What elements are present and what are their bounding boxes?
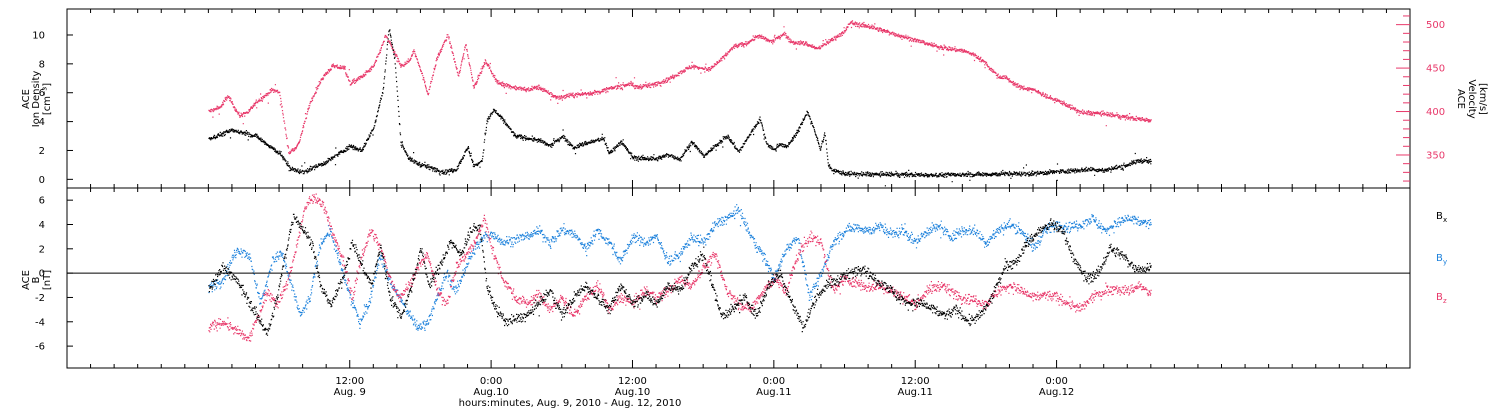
top-panel-time-ticks [66, 9, 1411, 188]
bottom-panel-time-ticks [66, 188, 1411, 368]
velocity-series [208, 20, 1152, 155]
velocity-axis-label-line3: [km/s] [1477, 83, 1488, 115]
x-tick-time-label: 12:00 [335, 376, 364, 387]
x-tick-date-label: Aug.12 [1039, 387, 1074, 398]
by-series [208, 204, 1152, 331]
density-velocity-panel: 0 2 4 6 8 10 350 400 450 500 ACE Ion Density [cm… [21, 8, 1488, 189]
density-axis-label-line3: [cm⁻³] [42, 83, 53, 115]
density-tick-label: 2 [39, 146, 45, 157]
x-tick-time-label: 0:00 [763, 376, 785, 387]
bz-series [208, 193, 1152, 342]
density-axis-label-line2: Ion Density [31, 71, 42, 128]
field-tick-label: -4 [35, 317, 45, 328]
bx-series [208, 213, 1152, 336]
field-tick-label: -2 [35, 293, 45, 304]
velocity-tick-label: 350 [1426, 150, 1445, 161]
velocity-axis-label-line1: ACE [1455, 89, 1466, 109]
velocity-axis-ticks: 350 400 450 500 [1396, 15, 1445, 182]
x-tick-time-label: 0:00 [1045, 376, 1067, 387]
bottom-panel-frame [66, 187, 1411, 369]
legend-label-bz: B [1436, 292, 1443, 303]
legend-label-by-subscript: y [1443, 258, 1447, 266]
density-tick-label: 0 [39, 175, 45, 186]
density-tick-label: 8 [39, 59, 45, 70]
legend-label-by: B [1436, 253, 1443, 264]
density-axis-ticks: 0 2 4 6 8 10 [32, 30, 73, 186]
top-panel-data [208, 20, 1152, 187]
field-tick-label: -6 [35, 342, 45, 353]
x-tick-time-label: 0:00 [480, 376, 502, 387]
field-axis-ticks: -6 -4 -2 0 2 4 6 [35, 196, 73, 353]
x-tick-time-label: 12:00 [901, 376, 930, 387]
field-axis-label-line2: B [31, 276, 42, 283]
bottom-panel-data [208, 193, 1152, 342]
density-axis-label-line1: ACE [21, 89, 32, 109]
legend-label-bx-subscript: x [1443, 216, 1447, 224]
density-tick-label: 6 [39, 88, 45, 99]
density-series [208, 29, 1152, 187]
field-axis-label-line1: ACE [21, 270, 32, 290]
field-axis-label-line3: [nT] [42, 270, 53, 290]
field-tick-label: 4 [39, 220, 45, 231]
field-tick-label: 0 [39, 269, 45, 280]
x-tick-date-label: Aug.11 [756, 387, 791, 398]
x-tick-date-label: Aug.11 [897, 387, 932, 398]
x-tick-date-label: Aug.10 [473, 387, 508, 398]
x-tick-date-label: Aug.10 [615, 387, 650, 398]
x-axis-title: hours:minutes, Aug. 9, 2010 - Aug. 12, 2… [459, 398, 682, 409]
x-tick-time-label: 12:00 [618, 376, 647, 387]
legend-label-bz-subscript: z [1443, 297, 1447, 305]
field-tick-label: 2 [39, 244, 45, 255]
density-tick-label: 4 [39, 117, 45, 128]
velocity-axis-label-line2: Velocity [1466, 79, 1477, 118]
density-tick-label: 10 [32, 30, 45, 41]
x-tick-date-label: Aug. 9 [334, 387, 366, 398]
legend-label-bx: B [1436, 211, 1443, 222]
field-tick-label: 6 [39, 196, 45, 207]
velocity-tick-label: 400 [1426, 107, 1445, 118]
velocity-tick-label: 500 [1426, 20, 1445, 31]
velocity-tick-label: 450 [1426, 64, 1445, 75]
